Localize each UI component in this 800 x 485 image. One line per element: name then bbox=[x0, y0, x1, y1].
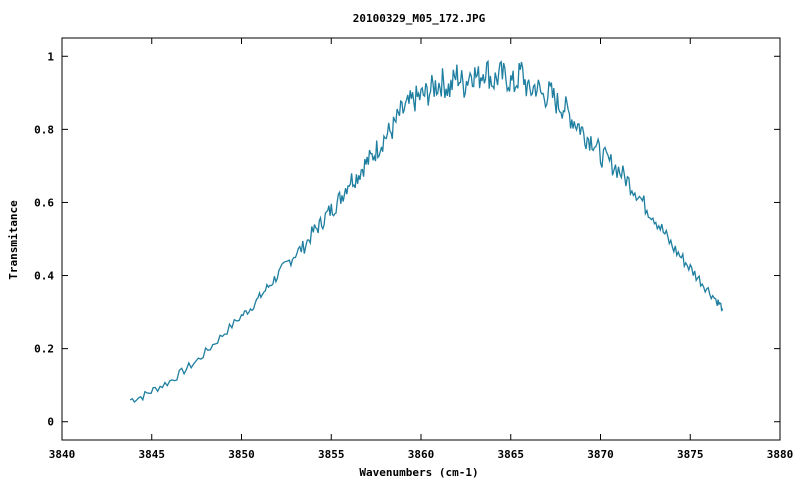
y-tick-label: 0.2 bbox=[34, 343, 54, 356]
x-tick-label: 3870 bbox=[587, 448, 614, 461]
x-tick-label: 3860 bbox=[408, 448, 435, 461]
y-tick-label: 0.4 bbox=[34, 270, 54, 283]
y-axis: 0 0.2 0.4 0.6 0.8 1 bbox=[34, 50, 780, 429]
x-tick-label: 3880 bbox=[767, 448, 794, 461]
x-tick-label: 3865 bbox=[498, 448, 525, 461]
x-tick-label: 3840 bbox=[49, 448, 76, 461]
y-axis-label: Transmitance bbox=[7, 200, 20, 280]
y-tick-label: 0 bbox=[47, 416, 54, 429]
plot-frame bbox=[61, 37, 781, 441]
series-line bbox=[129, 59, 724, 403]
x-tick-label: 3855 bbox=[318, 448, 345, 461]
x-tick-label: 3875 bbox=[677, 448, 704, 461]
x-tick-label: 3845 bbox=[139, 448, 166, 461]
x-tick-label: 3850 bbox=[228, 448, 255, 461]
y-tick-label: 1 bbox=[47, 50, 54, 63]
chart-title: 20100329_M05_172.JPG bbox=[353, 12, 486, 25]
x-axis-label: Wavenumbers (cm-1) bbox=[359, 466, 478, 479]
y-tick-label: 0.8 bbox=[34, 123, 54, 136]
y-tick-label: 0.6 bbox=[34, 196, 54, 209]
x-axis: 3840 3845 3850 3855 3860 3865 3870 3875 3880 bbox=[49, 38, 794, 461]
